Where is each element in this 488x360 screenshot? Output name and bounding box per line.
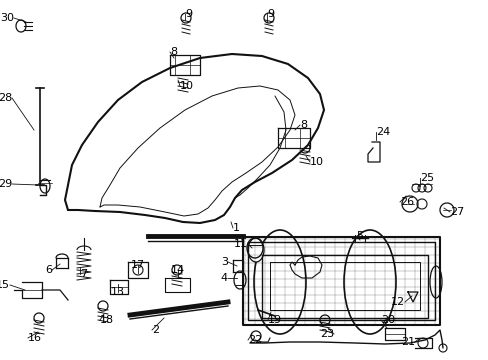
Text: 25: 25 <box>419 173 433 183</box>
Text: 29: 29 <box>0 179 12 189</box>
Text: 5: 5 <box>355 231 362 241</box>
Polygon shape <box>65 54 324 223</box>
Text: 18: 18 <box>100 315 114 325</box>
Text: 21: 21 <box>400 337 414 347</box>
Text: 14: 14 <box>171 265 184 275</box>
Text: 10: 10 <box>309 157 324 167</box>
Text: 13: 13 <box>111 287 125 297</box>
Text: 2: 2 <box>152 325 159 335</box>
Text: 22: 22 <box>247 335 262 345</box>
Text: 23: 23 <box>319 329 333 339</box>
Ellipse shape <box>343 230 395 334</box>
Text: 19: 19 <box>267 315 282 325</box>
Text: 30: 30 <box>0 13 14 23</box>
Text: 27: 27 <box>449 207 463 217</box>
Text: 8: 8 <box>299 120 306 130</box>
Text: 1: 1 <box>232 223 240 233</box>
Text: 7: 7 <box>80 269 87 279</box>
Text: 11: 11 <box>234 239 247 249</box>
Text: 8: 8 <box>170 47 177 57</box>
Text: 3: 3 <box>221 257 227 267</box>
Text: 28: 28 <box>0 93 12 103</box>
Text: 26: 26 <box>399 197 413 207</box>
Text: 4: 4 <box>221 273 227 283</box>
Text: 16: 16 <box>28 333 42 343</box>
Text: 9: 9 <box>266 9 274 19</box>
Text: 15: 15 <box>0 280 10 290</box>
Text: 6: 6 <box>45 265 52 275</box>
Text: 12: 12 <box>390 297 404 307</box>
Text: 24: 24 <box>375 127 389 137</box>
Ellipse shape <box>253 230 305 334</box>
Text: 9: 9 <box>184 9 192 19</box>
Ellipse shape <box>429 266 441 298</box>
Text: 10: 10 <box>180 81 194 91</box>
Text: 20: 20 <box>380 315 394 325</box>
Text: 17: 17 <box>131 260 145 270</box>
Ellipse shape <box>247 238 264 262</box>
